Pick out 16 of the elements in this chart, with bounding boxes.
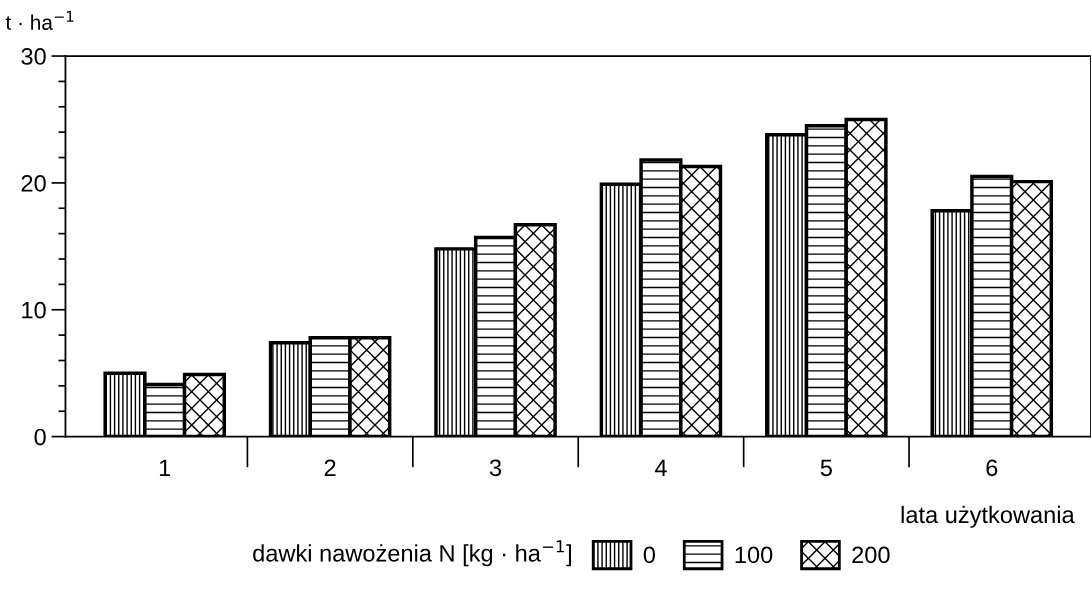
y-tick-label: 20 bbox=[21, 174, 46, 192]
y-tick-label: 30 bbox=[21, 48, 46, 65]
y-axis-title: t · ha$^{−1}$ bbox=[5, 11, 74, 30]
y-tick-label: 10 bbox=[22, 301, 46, 319]
x-tick-label: 6 bbox=[986, 459, 998, 477]
y-tick-label: 0 bbox=[34, 428, 46, 446]
legend-label: 0 bbox=[643, 546, 656, 564]
x-axis-title: lata użytkowania bbox=[901, 505, 1075, 528]
legend-title: dawki nawożenia N [kg · ha$^{−1}$] bbox=[253, 540, 571, 567]
legend-label: 200 bbox=[852, 546, 890, 564]
x-tick-label: 4 bbox=[654, 459, 667, 476]
x-tick-label: 3 bbox=[489, 459, 502, 477]
legend-label: 100 bbox=[735, 546, 773, 564]
x-tick-label: 5 bbox=[820, 459, 832, 477]
x-tick-label: 2 bbox=[324, 459, 336, 476]
x-tick-label: 1 bbox=[159, 459, 171, 476]
